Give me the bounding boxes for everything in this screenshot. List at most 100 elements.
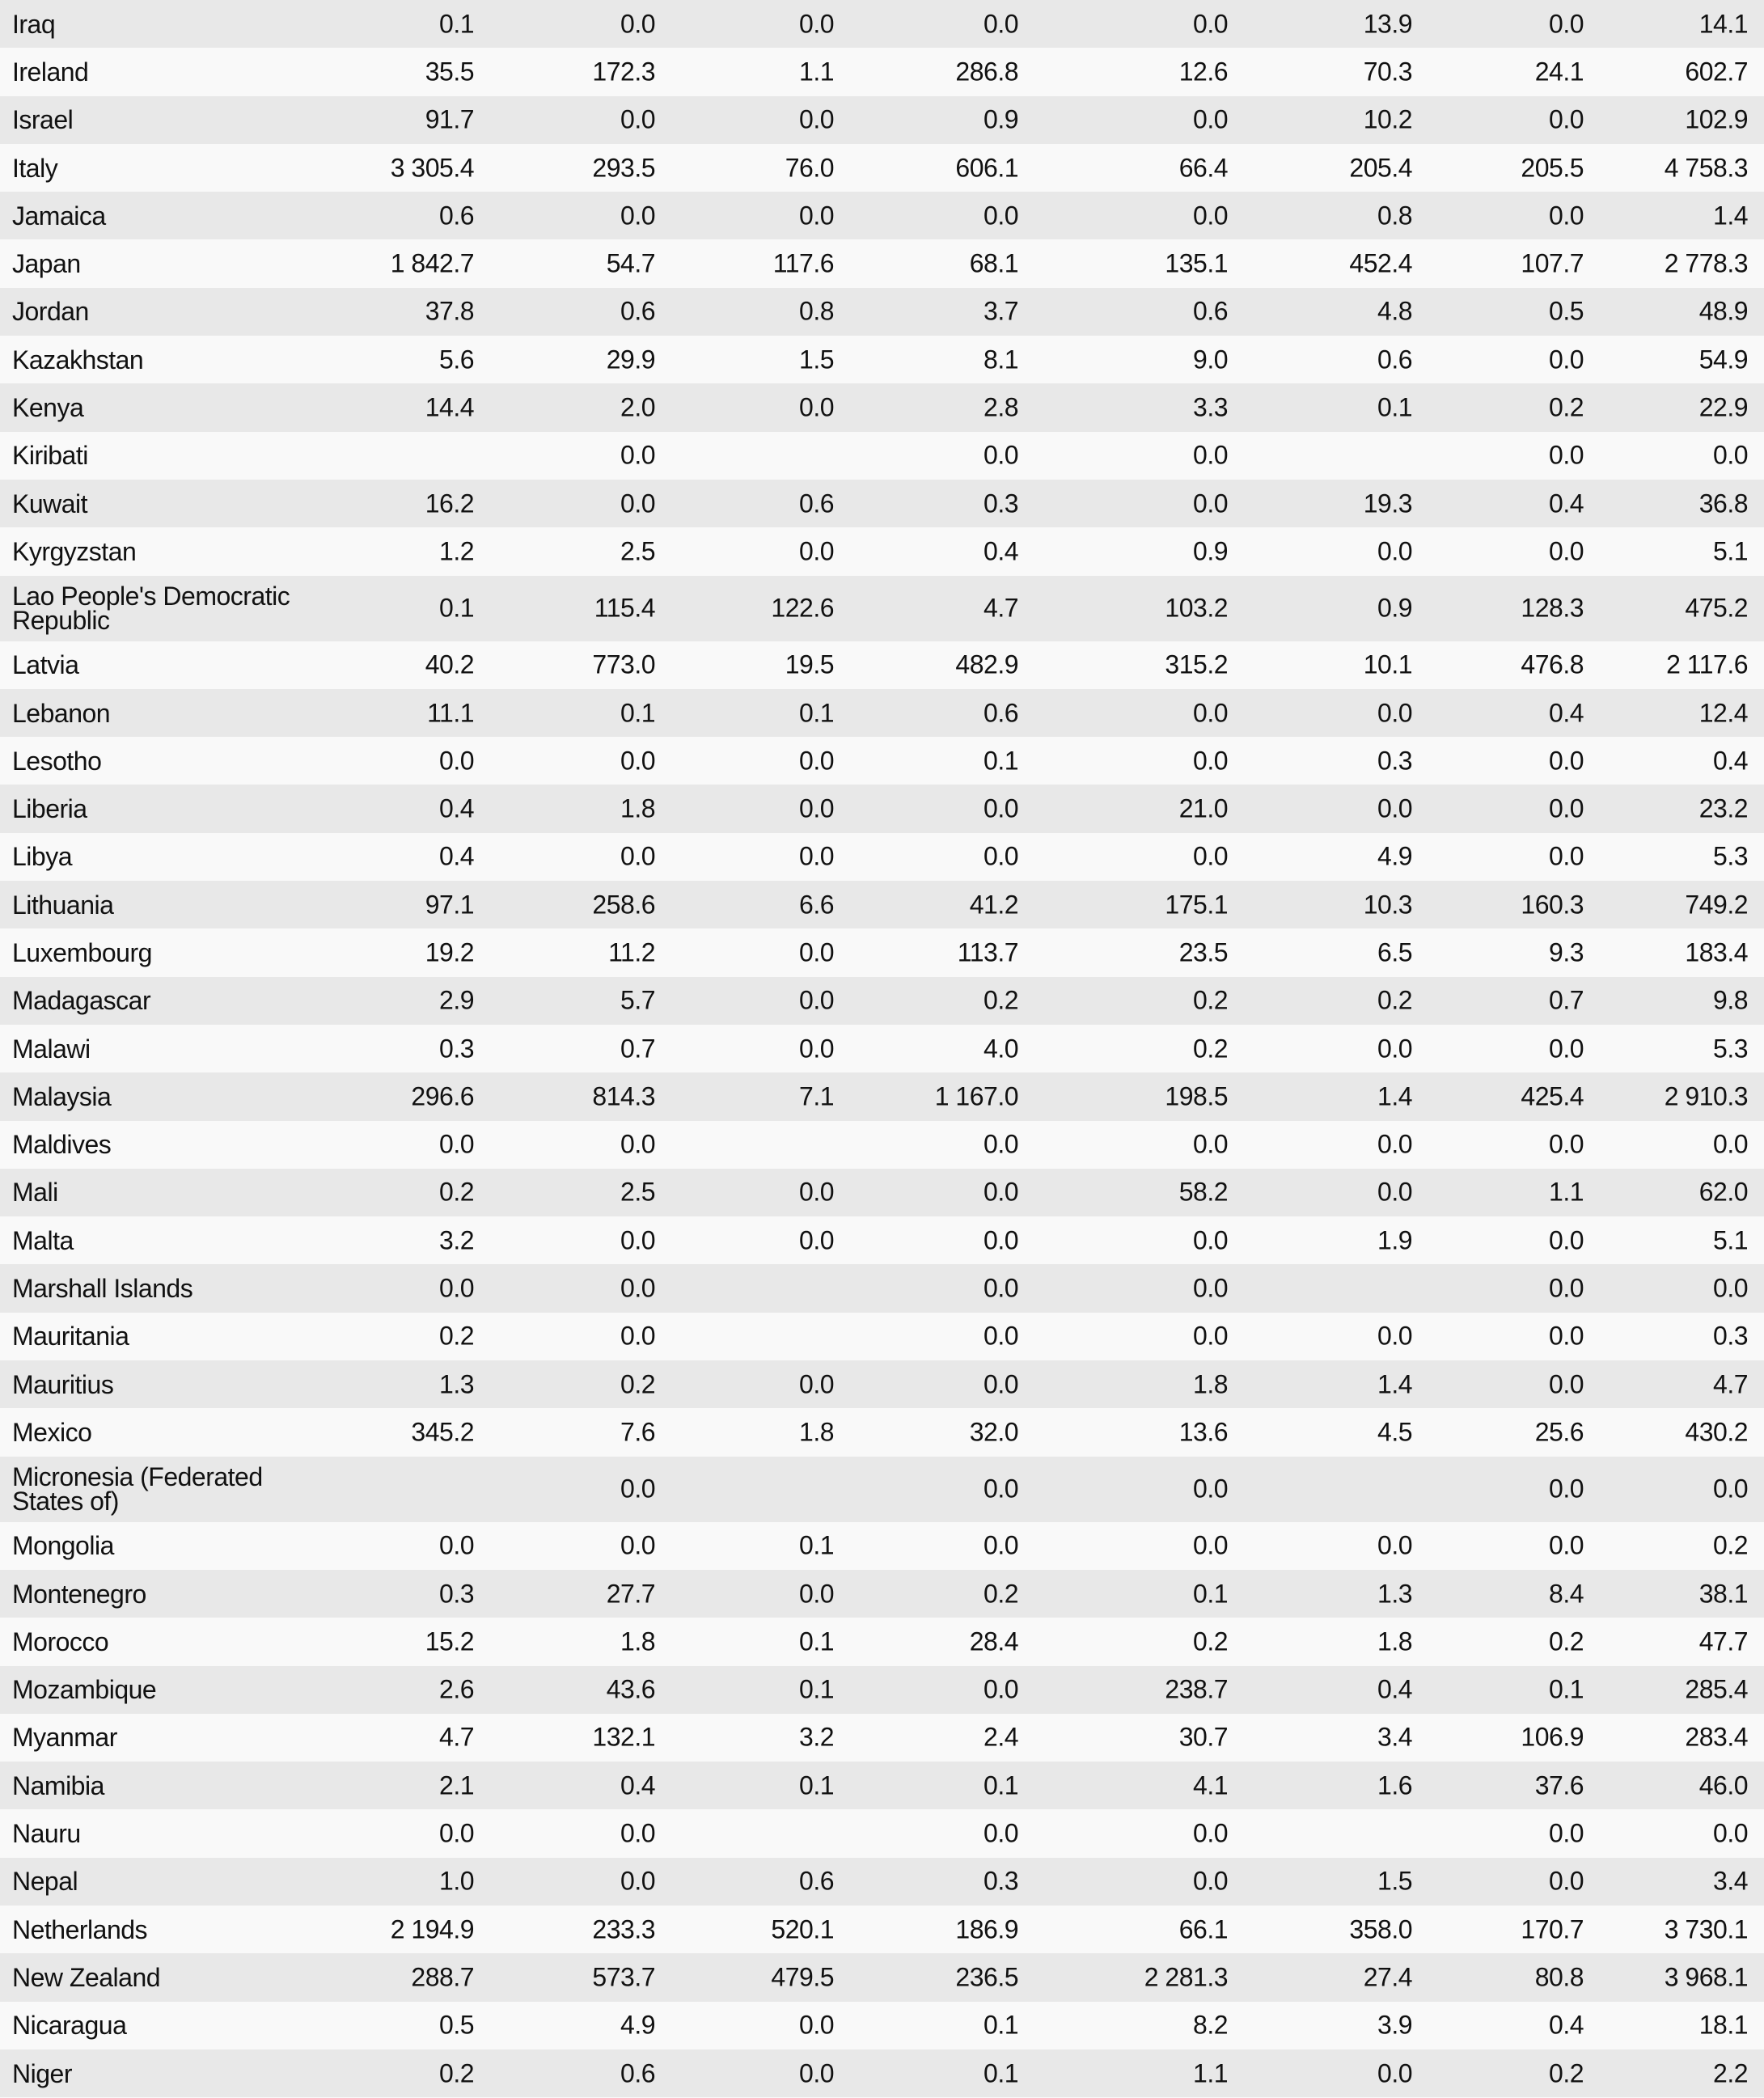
value-cell: 2 281.3 (1144, 1962, 1229, 1992)
value-cell: 70.3 (1363, 57, 1413, 87)
value-cell: 0.0 (439, 746, 474, 776)
value-cell: 4.7 (1713, 1369, 1748, 1399)
table-row: Madagascar 2.9 5.7 0.0 0.2 0.2 0.2 0.7 9.8 (0, 976, 1764, 1025)
value-cell: 3.4 (1713, 1866, 1748, 1896)
value-cell: 358.0 (1349, 1914, 1412, 1944)
value-cell: 4.9 (1377, 841, 1412, 871)
value-cell: 7.6 (620, 1417, 655, 1447)
table-row: Montenegro 0.3 27.7 0.0 0.2 0.1 1.3 8.4 38.1 (0, 1569, 1764, 1618)
country-name: Maldives (12, 1130, 112, 1160)
country-name: Malawi (12, 1034, 91, 1064)
value-cell: 814.3 (592, 1081, 655, 1111)
table-row: Mauritania 0.2 0.0 0.0 0.0 0.0 0.0 0.3 (0, 1312, 1764, 1361)
value-cell: 0.0 (1549, 345, 1584, 374)
value-cell: 19.3 (1363, 489, 1413, 518)
value-cell: 0.9 (1377, 593, 1412, 623)
value-cell: 0.0 (439, 1530, 474, 1560)
value-cell: 0.0 (1549, 1225, 1584, 1255)
country-name: Malaysia (12, 1081, 112, 1111)
value-cell: 0.0 (1549, 1866, 1584, 1896)
value-cell: 0.1 (439, 593, 474, 623)
value-cell: 160.3 (1521, 890, 1584, 920)
value-cell: 0.0 (1193, 698, 1228, 727)
country-name: Mauritius (12, 1369, 114, 1399)
value-cell: 27.4 (1363, 1962, 1413, 1992)
value-cell: 4.9 (620, 2010, 655, 2040)
value-cell: 21.0 (1178, 793, 1229, 823)
value-cell: 0.0 (799, 1177, 834, 1207)
value-cell: 10.2 (1363, 104, 1413, 134)
country-name: Japan (12, 249, 81, 279)
value-cell: 0.1 (1193, 1579, 1228, 1609)
table-row: Iraq 0.1 0.0 0.0 0.0 0.0 13.9 0.0 14.1 (0, 0, 1764, 49)
value-cell: 0.0 (1549, 841, 1584, 871)
value-cell: 286.8 (955, 57, 1018, 87)
value-cell: 23.2 (1698, 793, 1749, 823)
value-cell: 0.0 (799, 2010, 834, 2040)
value-cell: 0.0 (1193, 1321, 1228, 1351)
value-cell: 2.8 (984, 392, 1018, 422)
value-cell: 41.2 (969, 890, 1019, 920)
table-row: Kazakhstan 5.6 29.9 1.5 8.1 9.0 0.6 0.0 54.9 (0, 336, 1764, 384)
country-name: Lithuania (12, 890, 114, 920)
value-cell: 12.6 (1178, 57, 1229, 87)
value-cell: 68.1 (969, 248, 1019, 278)
country-name: Nepal (12, 1867, 78, 1897)
value-cell: 1.8 (620, 1626, 655, 1656)
value-cell: 573.7 (592, 1962, 655, 1992)
value-cell: 0.6 (620, 296, 655, 326)
value-cell: 482.9 (955, 649, 1018, 679)
value-cell: 0.1 (799, 1770, 834, 1800)
country-name: Morocco (12, 1626, 109, 1656)
value-cell: 0.0 (799, 746, 834, 776)
value-cell: 1.3 (1377, 1579, 1412, 1609)
value-cell: 0.0 (984, 793, 1018, 823)
country-name: Myanmar (12, 1723, 117, 1753)
value-cell: 135.1 (1165, 248, 1228, 278)
value-cell: 4.1 (1193, 1770, 1228, 1800)
table-row: Mali 0.2 2.5 0.0 0.0 58.2 0.0 1.1 62.0 (0, 1168, 1764, 1217)
value-cell: 2.5 (620, 1177, 655, 1207)
value-cell: 0.2 (984, 985, 1018, 1015)
country-name: Mauritania (12, 1322, 129, 1351)
value-cell: 0.0 (620, 1866, 655, 1896)
country-name: Marshall Islands (12, 1274, 193, 1304)
value-cell: 29.9 (606, 345, 656, 374)
country-name: Micronesia (Federated States of) (12, 1462, 263, 1516)
country-name: Italy (12, 153, 58, 183)
value-cell: 1.8 (799, 1417, 834, 1447)
value-cell: 0.0 (1549, 1369, 1584, 1399)
value-cell: 5.7 (620, 985, 655, 1015)
value-cell: 12.4 (1698, 698, 1749, 727)
value-cell: 0.0 (984, 1225, 1018, 1255)
value-cell: 0.0 (984, 1674, 1018, 1704)
value-cell: 0.0 (620, 1273, 655, 1303)
value-cell: 0.6 (439, 201, 474, 231)
value-cell: 0.0 (799, 841, 834, 871)
value-cell: 0.7 (1549, 985, 1584, 1015)
value-cell: 4.8 (1377, 296, 1412, 326)
value-cell: 0.0 (984, 1273, 1018, 1303)
table-row: Italy 3 305.4 293.5 76.0 606.1 66.4 205.4 205.5… (0, 143, 1764, 192)
country-name: Mexico (12, 1417, 92, 1447)
value-cell: 0.2 (1193, 1034, 1228, 1064)
value-cell: 0.0 (620, 201, 655, 231)
value-cell: 7.1 (799, 1081, 834, 1111)
value-cell: 38.1 (1698, 1579, 1749, 1609)
country-name: Kenya (12, 393, 84, 423)
table-row: Israel 91.7 0.0 0.0 0.9 0.0 10.2 0.0 102.9 (0, 95, 1764, 144)
value-cell: 76.0 (785, 153, 835, 183)
value-cell: 0.2 (1377, 985, 1412, 1015)
value-cell: 5.1 (1713, 1225, 1748, 1255)
table-row: Nicaragua 0.5 4.9 0.0 0.1 8.2 3.9 0.4 18.1 (0, 2001, 1764, 2049)
value-cell: 48.9 (1698, 296, 1749, 326)
value-cell: 11.1 (427, 698, 474, 727)
value-cell: 5.3 (1713, 841, 1748, 871)
value-cell: 183.4 (1685, 937, 1748, 967)
value-cell: 0.5 (1549, 296, 1584, 326)
country-name: Mozambique (12, 1675, 157, 1705)
value-cell: 11.2 (608, 937, 655, 967)
value-cell: 205.4 (1349, 153, 1412, 183)
value-cell: 0.0 (1549, 793, 1584, 823)
value-cell: 103.2 (1165, 593, 1228, 623)
